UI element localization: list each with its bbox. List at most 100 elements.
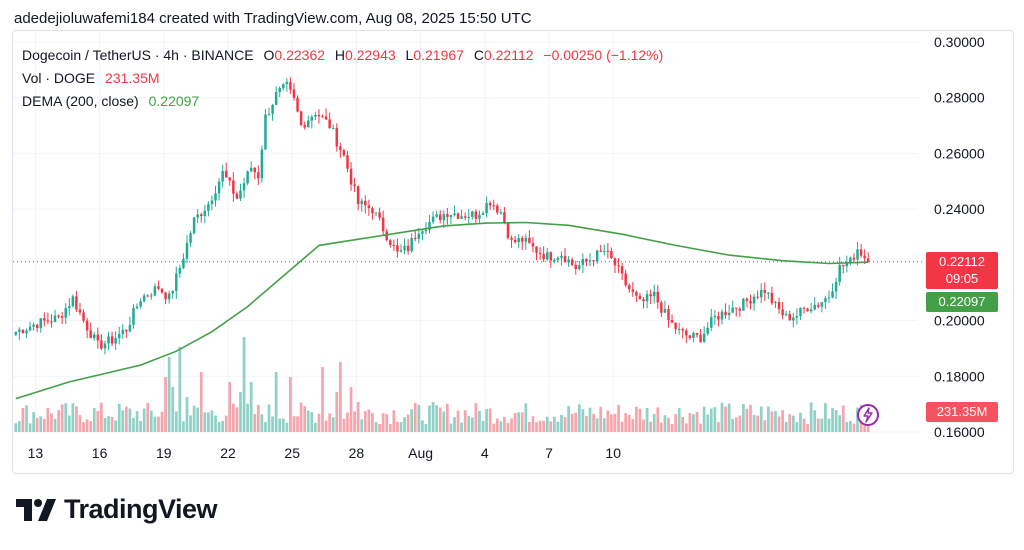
- volume-bar: [510, 418, 513, 432]
- candle-body: [588, 260, 592, 262]
- volume-bar: [438, 407, 442, 432]
- candle-body: [553, 259, 556, 261]
- volume-label[interactable]: Vol · DOGE: [22, 70, 96, 86]
- candle-body: [235, 193, 239, 199]
- candle-body: [524, 237, 528, 242]
- candle-body: [299, 111, 303, 125]
- candle-body: [14, 331, 18, 335]
- candle-body: [396, 245, 399, 252]
- volume-bar: [431, 402, 435, 432]
- candle-body: [328, 119, 331, 129]
- candle-body: [50, 321, 53, 323]
- volume-bar: [310, 412, 314, 432]
- candle-body: [852, 257, 856, 260]
- volume-bar: [96, 411, 100, 432]
- open-value: 0.22362: [274, 47, 326, 63]
- lightning-icon[interactable]: [857, 404, 879, 426]
- volume-bar: [360, 419, 364, 432]
- candle-body: [685, 330, 688, 336]
- candle-body: [688, 335, 692, 338]
- candle-body: [742, 298, 745, 311]
- volume-bar: [663, 415, 667, 432]
- candle-body: [246, 171, 249, 184]
- tradingview-logo-text: TradingView: [64, 494, 218, 524]
- volume-bar: [713, 407, 717, 432]
- candle-body: [759, 290, 763, 298]
- x-tick-label: 7: [545, 445, 553, 461]
- dema-label[interactable]: DEMA (200, close): [22, 93, 139, 109]
- y-tick-label: 0.16000: [934, 424, 985, 440]
- candle-body: [228, 177, 232, 181]
- volume-bar: [435, 405, 439, 432]
- volume-bar: [135, 411, 139, 432]
- candle-body: [46, 320, 50, 322]
- symbol-label[interactable]: Dogecoin / TetherUS · 4h · BINANCE: [22, 47, 254, 63]
- volume-bar: [474, 403, 478, 432]
- volume-bar: [738, 415, 742, 432]
- candle-body: [153, 286, 157, 296]
- candle-body: [513, 239, 517, 243]
- candle-body: [96, 334, 100, 341]
- candle-body: [296, 97, 299, 112]
- candle-body: [763, 290, 767, 293]
- tradingview-logo[interactable]: TradingView: [16, 494, 218, 525]
- candle-body: [774, 302, 777, 304]
- candle-body: [125, 329, 128, 332]
- volume-bar: [774, 411, 777, 432]
- volume-bar: [114, 420, 118, 432]
- candle-body: [521, 238, 524, 242]
- volume-bar: [795, 422, 799, 432]
- volume-bar: [32, 412, 35, 432]
- candle-body: [178, 267, 182, 274]
- volume-bar: [556, 421, 560, 432]
- grid-lines: [13, 31, 918, 433]
- candle-body: [581, 258, 585, 266]
- candle-body: [799, 307, 802, 316]
- volume-bar: [388, 423, 392, 432]
- candle-body: [692, 333, 695, 338]
- candle-body: [849, 257, 852, 264]
- candle-body: [282, 84, 285, 89]
- volume-bar: [824, 403, 827, 432]
- candle-body: [82, 312, 85, 321]
- volume-bar: [231, 403, 235, 432]
- x-tick-label: 25: [284, 445, 300, 461]
- volume-bar: [688, 413, 692, 432]
- volume-bar: [481, 420, 485, 432]
- legend-ohlc: Dogecoin / TetherUS · 4h · BINANCE O0.22…: [22, 47, 663, 63]
- candle-body: [364, 200, 367, 206]
- volume-bar: [499, 421, 503, 432]
- volume-bar: [820, 418, 824, 432]
- candle-body: [795, 315, 799, 318]
- volume-bar: [702, 406, 706, 432]
- candle-body: [578, 265, 581, 270]
- candle-body: [339, 146, 342, 151]
- candle-body: [253, 167, 256, 173]
- candle-body: [745, 298, 749, 301]
- candle-body: [424, 229, 428, 232]
- volume-bar: [756, 415, 760, 432]
- candle-body: [349, 168, 353, 185]
- candle-body: [496, 205, 499, 213]
- volume-bar: [246, 403, 249, 432]
- dema-value: 0.22097: [148, 93, 200, 109]
- candle-body: [257, 172, 260, 179]
- candle-body: [667, 309, 670, 320]
- volume-bar: [788, 414, 792, 432]
- volume-bar: [766, 406, 770, 432]
- candle-body: [613, 258, 617, 266]
- volume-bar: [595, 418, 599, 432]
- x-tick-label: 28: [349, 445, 365, 461]
- open-label: O: [263, 47, 275, 63]
- volume-bar: [841, 405, 845, 432]
- volume-bar: [410, 409, 414, 432]
- candle-body: [18, 329, 21, 332]
- bar-countdown: 09:05: [945, 271, 979, 286]
- volume-bar: [734, 417, 738, 432]
- candle-body: [150, 295, 153, 297]
- candle-body: [777, 302, 781, 310]
- dema-line: [13, 221, 925, 400]
- candle-body: [827, 297, 831, 299]
- volume-bar: [617, 404, 620, 432]
